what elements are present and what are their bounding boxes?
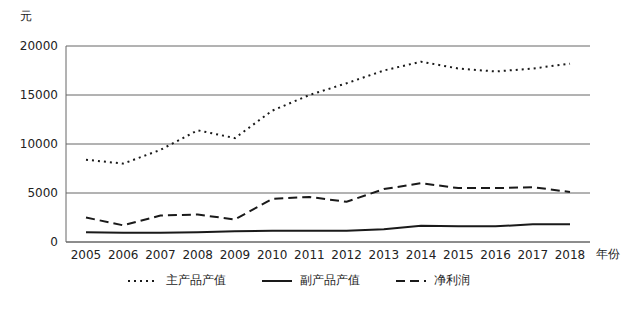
svg-text:2006: 2006 bbox=[108, 248, 139, 262]
svg-text:2017: 2017 bbox=[517, 248, 548, 262]
html-text:元: 元 bbox=[20, 9, 32, 23]
svg-text:10000: 10000 bbox=[20, 137, 58, 151]
svg-text:5000: 5000 bbox=[27, 186, 58, 200]
svg-text:2015: 2015 bbox=[443, 248, 474, 262]
html-text:主产品产值: 主产品产值 bbox=[166, 273, 226, 287]
svg-text:2011: 2011 bbox=[294, 248, 325, 262]
svg-text:2014: 2014 bbox=[406, 248, 437, 262]
svg-text:2013: 2013 bbox=[369, 248, 400, 262]
svg-text:2018: 2018 bbox=[555, 248, 586, 262]
svg-text:0: 0 bbox=[50, 235, 58, 249]
svg-text:2009: 2009 bbox=[220, 248, 251, 262]
svg-text:2005: 2005 bbox=[71, 248, 102, 262]
svg-text:2010: 2010 bbox=[257, 248, 288, 262]
svg-text:2016: 2016 bbox=[480, 248, 511, 262]
html-text:年份: 年份 bbox=[596, 247, 620, 261]
svg-text:2007: 2007 bbox=[145, 248, 176, 262]
svg-text:20000: 20000 bbox=[20, 39, 58, 53]
svg-text:2012: 2012 bbox=[331, 248, 362, 262]
svg-text:15000: 15000 bbox=[20, 88, 58, 102]
html-text:副产品产值: 副产品产值 bbox=[300, 273, 360, 287]
svg-text:2008: 2008 bbox=[182, 248, 213, 262]
html-text:净利润: 净利润 bbox=[434, 273, 470, 287]
